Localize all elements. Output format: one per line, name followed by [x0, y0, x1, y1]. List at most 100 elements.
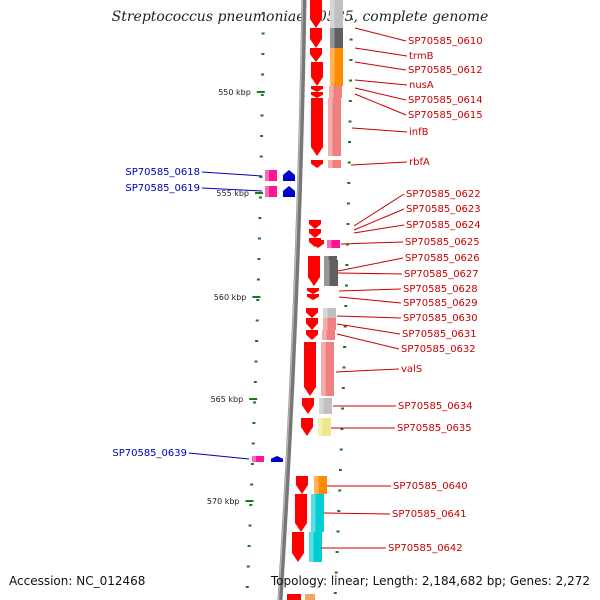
scale-tick [340, 428, 344, 430]
leader-line [351, 127, 408, 133]
gene-label-vals[interactable]: valS [401, 364, 422, 375]
gene-label-sp70585_0629[interactable]: SP70585_0629 [403, 298, 478, 309]
scale-tick [344, 284, 348, 287]
leader-line [340, 241, 404, 245]
major-tick [245, 500, 254, 502]
gene-label-sp70585_0618[interactable]: SP70585_0618 [125, 167, 200, 178]
scale-tick [246, 565, 250, 568]
cog-box [327, 240, 340, 248]
scale-tick [257, 258, 261, 260]
cog-box [321, 342, 334, 396]
accession-text: Accession: NC_012468 [9, 574, 146, 588]
gene-label-sp70585_0623[interactable]: SP70585_0623 [406, 204, 481, 215]
scale-ticks-left [245, 12, 265, 588]
leader-line [353, 193, 405, 227]
cog-box-shade [323, 308, 328, 318]
leader-line [354, 87, 407, 101]
gene-label-trmb[interactable]: trmB [409, 51, 434, 62]
cog-box-shade [321, 342, 326, 396]
cog-box-shade [329, 86, 334, 92]
scale-tick [251, 442, 255, 445]
gene-label-sp70585_0622[interactable]: SP70585_0622 [406, 189, 481, 200]
scale-tick [255, 319, 259, 322]
cog-box-shade [325, 260, 330, 286]
scale-tick [348, 141, 352, 143]
gene-label-infb[interactable]: infB [409, 127, 429, 138]
gene-label-sp70585_0631[interactable]: SP70585_0631 [402, 329, 477, 340]
gene-label-sp70585_0627[interactable]: SP70585_0627 [404, 269, 479, 280]
scale-tick [259, 176, 263, 178]
scale-tick [346, 202, 350, 205]
scale-tick [247, 545, 251, 547]
gene-label-sp70585_0632[interactable]: SP70585_0632 [401, 344, 476, 355]
gene-label-sp70585_0634[interactable]: SP70585_0634 [398, 401, 473, 412]
gene-arrow [306, 308, 318, 318]
cog-box-shade [329, 92, 334, 98]
leader-line [323, 512, 391, 515]
scale-tick [256, 299, 260, 301]
scale-tick [336, 530, 340, 533]
scale-tick [347, 161, 351, 164]
scale-tick [248, 524, 252, 527]
gene-label-sp70585_0610[interactable]: SP70585_0610 [408, 36, 483, 47]
gene-label-sp70585_0612[interactable]: SP70585_0612 [408, 65, 483, 76]
gene-label-sp70585_0625[interactable]: SP70585_0625 [405, 237, 480, 248]
cog-box-shade [309, 532, 314, 562]
scale-tick [342, 366, 346, 369]
gene-arrow [295, 494, 307, 532]
scale-tick [257, 237, 261, 240]
gene-label-rbfa[interactable]: rbfA [409, 157, 430, 168]
leader-line [353, 224, 405, 234]
gene-label-sp70585_0642[interactable]: SP70585_0642 [388, 543, 463, 554]
gene-arrow [309, 220, 321, 229]
reverse-cog-box [252, 456, 264, 462]
cog-box [319, 398, 332, 414]
scale-labels: 550 kbp 555 kbp 560 kbp 565 kbp 570 kbp [207, 88, 265, 506]
gene-label-sp70585_0619[interactable]: SP70585_0619 [125, 183, 200, 194]
leader-line [354, 47, 408, 57]
scale-label: 550 kbp [218, 88, 251, 97]
scale-tick [260, 94, 264, 96]
gene-arrow [308, 260, 320, 286]
scale-tick [338, 489, 342, 492]
gene-label-sp70585_0635[interactable]: SP70585_0635 [397, 423, 472, 434]
gene-arrow [307, 294, 319, 300]
scale-tick [255, 340, 259, 342]
gene-arrow [310, 48, 322, 62]
leader-line [201, 187, 263, 192]
cog-box [309, 532, 322, 562]
leader-line [354, 79, 408, 86]
gene-arrow [311, 92, 323, 98]
leader-line [201, 171, 263, 177]
cog-box-shade [330, 0, 335, 28]
leader-line [188, 452, 250, 460]
gene-label-sp70585_0624[interactable]: SP70585_0624 [406, 220, 481, 231]
scale-tick [258, 217, 262, 219]
cog-box [322, 330, 335, 340]
major-tick [249, 398, 258, 400]
gene-arrow [310, 0, 322, 28]
gene-label-sp70585_0628[interactable]: SP70585_0628 [403, 284, 478, 295]
scale-tick [254, 360, 258, 363]
gene-label-sp70585_0615[interactable]: SP70585_0615 [408, 110, 483, 121]
scale-tick [250, 483, 254, 486]
scale-label: 570 kbp [207, 497, 240, 506]
gene-label-sp70585_0639[interactable]: SP70585_0639 [112, 448, 187, 459]
gene-label-sp70585_0630[interactable]: SP70585_0630 [403, 313, 478, 324]
gene-arrow [311, 160, 323, 168]
leader-line [338, 296, 402, 304]
gene-label-sp70585_0641[interactable]: SP70585_0641 [392, 509, 467, 520]
gene-label-sp70585_0626[interactable]: SP70585_0626 [405, 253, 480, 264]
scale-tick [347, 182, 351, 184]
scale-tick [253, 381, 257, 383]
gene-label-sp70585_0640[interactable]: SP70585_0640 [393, 481, 468, 492]
gene-label-nusa[interactable]: nusA [409, 80, 434, 91]
cog-box [330, 48, 343, 62]
cog-box [328, 160, 341, 168]
cog-box [328, 98, 341, 156]
cog-box [329, 92, 342, 98]
gene-arrow [311, 62, 323, 86]
gene-label-sp70585_0614[interactable]: SP70585_0614 [408, 95, 483, 106]
cog-box [330, 62, 343, 86]
